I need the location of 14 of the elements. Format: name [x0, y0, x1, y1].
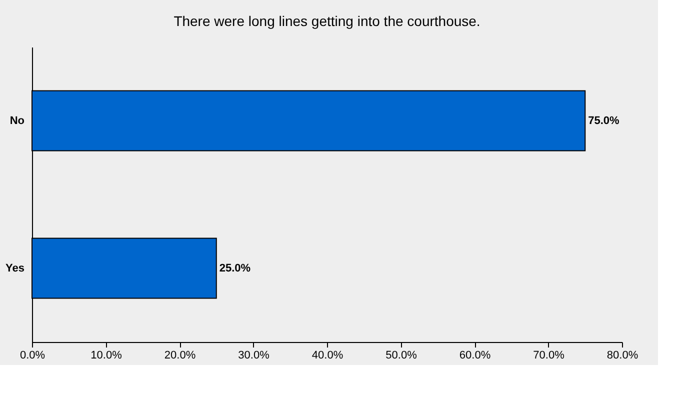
y-tick-label: No	[10, 114, 25, 127]
x-tick-label: 80.0%	[606, 350, 638, 362]
data-label: 25.0%	[219, 262, 251, 274]
x-tick-label: 30.0%	[238, 350, 270, 362]
y-tick-label: Yes	[6, 262, 24, 274]
x-tick-label: 0.0%	[20, 350, 46, 362]
x-tick-label: 50.0%	[386, 350, 418, 362]
x-tick-label: 20.0%	[164, 350, 196, 362]
x-tick-label: 60.0%	[459, 350, 491, 362]
chart-title: There were long lines getting into the courthouse.	[174, 13, 480, 29]
x-tick-label: 70.0%	[533, 350, 565, 362]
x-tick-label: 10.0%	[90, 350, 122, 362]
data-label: 75.0%	[588, 114, 620, 127]
x-tick-label: 40.0%	[312, 350, 344, 362]
